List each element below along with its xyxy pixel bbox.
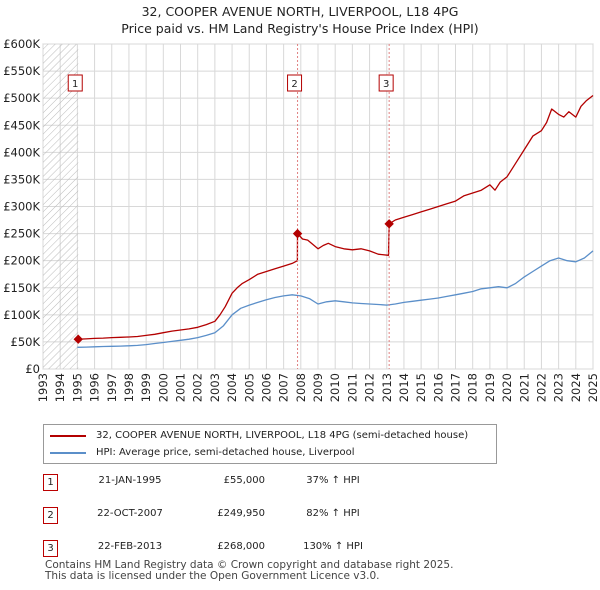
sale-marker-badge: 2 (43, 507, 58, 524)
sale-label-box (287, 74, 303, 92)
y-tick-label: £50K (11, 335, 41, 349)
sale-date: 22-OCT-2007 (97, 508, 163, 519)
x-tick-label: 2021 (517, 373, 531, 402)
x-tick-label: 2025 (586, 373, 600, 402)
x-tick-label: 2019 (483, 373, 497, 402)
sale-price: £55,000 (223, 475, 265, 486)
legend-swatch-property (50, 435, 86, 437)
y-tick-label: £300K (3, 200, 40, 214)
x-tick-label: 2008 (294, 373, 308, 402)
sale-point (292, 228, 303, 239)
x-tick-label: 2020 (500, 373, 514, 402)
footer-licence: This data is licensed under the Open Gov… (45, 570, 380, 582)
x-tick-label: 2012 (363, 373, 377, 402)
sale-label-text: 1 (72, 79, 78, 90)
x-tick-label: 2023 (552, 373, 566, 402)
sale-hpi-change: 37% ↑ HPI (306, 475, 360, 486)
x-tick-label: 2001 (174, 373, 188, 402)
footer-copyright: Contains HM Land Registry data © Crown c… (45, 559, 454, 571)
sale-label-text: 2 (291, 79, 297, 90)
sale-price: £268,000 (217, 541, 265, 552)
x-tick-label: 1993 (36, 373, 50, 402)
sale-row: 2 22-OCT-2007 £249,950 82% ↑ HPI (43, 505, 443, 527)
y-tick-label: £600K (3, 37, 40, 51)
x-tick-label: 2004 (225, 373, 239, 402)
x-tick-label: 2010 (328, 373, 342, 402)
sale-label-box (378, 74, 394, 92)
property-price-line (78, 94, 594, 340)
legend-label-property: 32, COOPER AVENUE NORTH, LIVERPOOL, L18 … (96, 430, 469, 441)
sale-price: £249,950 (217, 508, 265, 519)
y-tick-label: £500K (3, 91, 40, 105)
y-tick-label: £250K (3, 227, 40, 241)
x-tick-label: 2000 (156, 373, 170, 402)
x-tick-label: 2014 (397, 373, 411, 402)
hatched-region (43, 44, 79, 369)
y-tick-label: £350K (3, 172, 40, 186)
x-tick-label: 2015 (414, 373, 428, 402)
sale-hpi-change: 82% ↑ HPI (306, 508, 360, 519)
sale-row: 1 21-JAN-1995 £55,000 37% ↑ HPI (43, 472, 443, 494)
y-tick-label: £150K (3, 281, 40, 295)
y-tick-label: £100K (3, 308, 40, 322)
x-tick-label: 2016 (431, 373, 445, 402)
x-tick-label: 2009 (311, 373, 325, 402)
x-tick-label: 1998 (122, 373, 136, 402)
x-tick-label: 2002 (191, 373, 205, 402)
x-tick-label: 2006 (259, 373, 273, 402)
x-tick-label: 2013 (380, 373, 394, 402)
x-tick-label: 2024 (569, 373, 583, 402)
chart-legend: 32, COOPER AVENUE NORTH, LIVERPOOL, L18 … (43, 424, 497, 464)
x-tick-label: 2005 (242, 373, 256, 402)
x-tick-label: 1994 (53, 373, 67, 402)
x-tick-label: 2018 (466, 373, 480, 402)
x-tick-label: 2011 (345, 373, 359, 402)
sale-point (384, 219, 394, 229)
y-tick-label: £200K (3, 254, 40, 268)
x-tick-label: 2017 (449, 373, 463, 402)
y-tick-label: £0 (25, 362, 40, 376)
x-tick-label: 2007 (277, 373, 291, 402)
sale-date: 22-FEB-2013 (97, 541, 163, 552)
x-tick-label: 1997 (105, 373, 119, 402)
sale-marker-badge: 3 (43, 540, 58, 557)
x-tick-label: 2003 (208, 373, 222, 402)
sale-hpi-change: 130% ↑ HPI (303, 541, 363, 552)
y-tick-label: £550K (3, 64, 40, 78)
price-chart: £0 £50K £100K £150K £200K £250K £300K £350K £400… (3, 37, 600, 402)
x-tick-label: 1996 (88, 373, 102, 402)
chart-title-line2: Price paid vs. HM Land Registry's House … (121, 21, 479, 36)
sale-row: 3 22-FEB-2013 £268,000 130% ↑ HPI (43, 538, 443, 560)
x-tick-label: 1995 (70, 373, 84, 402)
sale-point (73, 334, 83, 344)
sale-date: 21-JAN-1995 (98, 475, 162, 486)
y-tick-label: £450K (3, 118, 40, 132)
x-tick-label: 2022 (534, 373, 548, 402)
chart-title-line1: 32, COOPER AVENUE NORTH, LIVERPOOL, L18 … (141, 4, 459, 19)
x-tick-label: 1999 (139, 373, 153, 402)
sale-label-box (67, 74, 83, 92)
hpi-line (77, 250, 594, 348)
sale-label-text: 3 (383, 79, 389, 90)
sale-marker-badge: 1 (43, 474, 58, 491)
footer-notice: Contains HM Land Registry data © Crown c… (45, 560, 453, 582)
legend-label-hpi: HPI: Average price, semi-detached house,… (96, 447, 355, 458)
legend-swatch-hpi (50, 452, 86, 454)
y-tick-label: £400K (3, 145, 40, 159)
